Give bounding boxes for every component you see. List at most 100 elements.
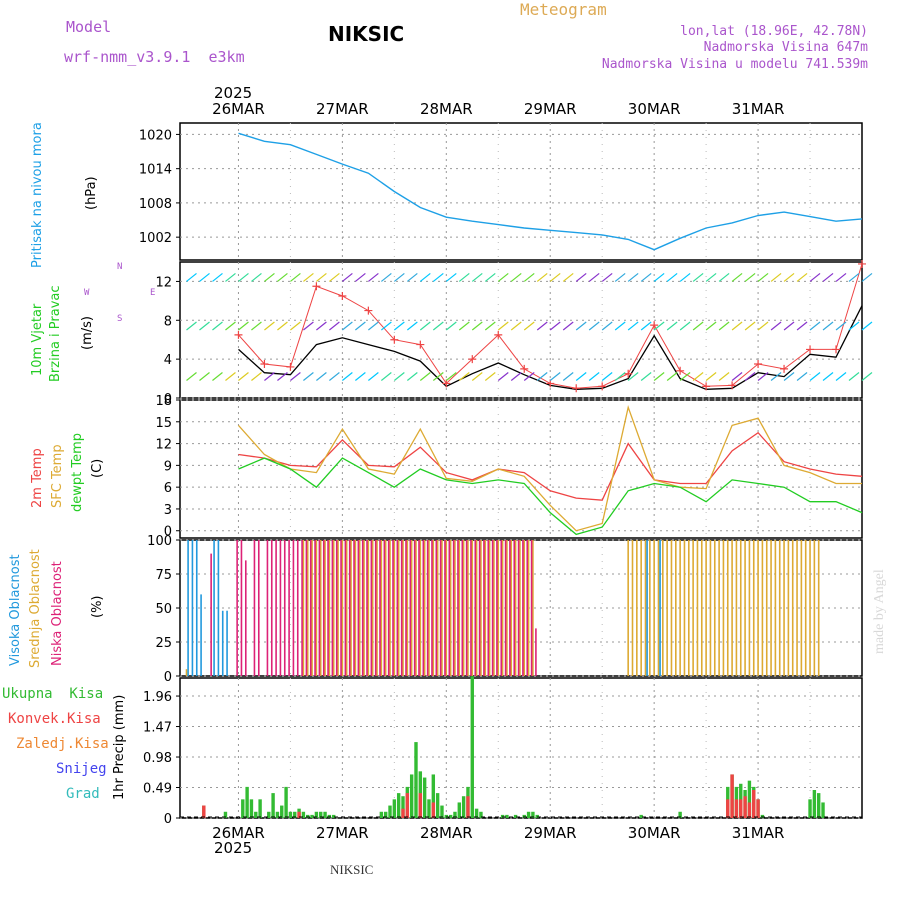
wind-barb (562, 272, 574, 282)
wind-barb (627, 321, 639, 331)
wind-barb (510, 321, 522, 331)
precip-ytick-label: 0.98 (143, 751, 172, 766)
wind-gust-line (238, 263, 863, 389)
xtick-label-bottom: 30MAR (628, 824, 681, 842)
wind-gust-marker (234, 330, 243, 339)
wind-barb (653, 321, 665, 331)
precip-bar-0 (522, 814, 526, 818)
precip-bar-0 (388, 805, 392, 818)
wind-gust-marker (494, 330, 503, 339)
wind-barb (640, 321, 652, 331)
temperature-ytick-label: 3 (164, 503, 172, 518)
wind-barb (290, 372, 301, 381)
wind-barb (861, 272, 873, 282)
wind-barb (316, 372, 327, 381)
compass-w: W (84, 288, 90, 298)
wind-barb (354, 372, 366, 381)
wind-barb (393, 272, 405, 282)
wind-barb (744, 372, 756, 381)
wind-barb (406, 321, 418, 331)
wind-gust-marker (676, 366, 685, 375)
wind-barb (199, 272, 210, 282)
precip-bar-1 (431, 802, 436, 818)
precip-bar-1 (747, 802, 752, 818)
wind-barb (290, 272, 301, 282)
wind-barb (342, 272, 353, 282)
precip-bar-0 (223, 811, 228, 818)
wind-barb (705, 272, 717, 282)
precip-bar-0 (444, 814, 449, 818)
wind-barb (588, 372, 600, 381)
precip-bar-1 (405, 793, 410, 818)
wind-barb (523, 272, 535, 282)
wind-barb (666, 321, 678, 331)
wind-barb (251, 372, 262, 381)
wind-barb (757, 321, 769, 331)
precip-bar-0 (513, 814, 518, 818)
precip-bar-0 (427, 799, 431, 818)
temperature-ytick-label: 18 (155, 394, 172, 409)
wind-barb (212, 272, 223, 282)
wind-barb (718, 321, 730, 331)
wind-barb (562, 321, 574, 331)
precip-bar-0 (422, 777, 427, 818)
temperature-ytick-label: 15 (155, 416, 172, 431)
precip-bar-0 (414, 742, 418, 818)
wind-barb (549, 272, 561, 282)
precip-bar-1 (466, 796, 470, 818)
wind-barb (679, 321, 691, 331)
footer-station: NIKSIC (330, 862, 374, 877)
temp-line-1 (238, 404, 862, 532)
temp-line-0 (238, 431, 863, 501)
wind-barb (316, 272, 327, 282)
pressure-line (238, 132, 863, 251)
wind-barb (225, 272, 236, 282)
precip-bar-1 (756, 799, 760, 818)
wind-barb (835, 321, 847, 331)
precip-bar-1 (418, 793, 423, 818)
precip-bar-0 (241, 799, 245, 818)
precip-bar-1 (743, 796, 747, 818)
wind-barb (523, 321, 535, 331)
wind-barb (796, 321, 808, 331)
precip-bar-0 (323, 811, 327, 818)
wind-gust-marker (312, 282, 321, 291)
wind-barb (640, 372, 652, 381)
wind-barb (393, 372, 405, 381)
station-title: NIKSIC (328, 22, 405, 46)
wind-barb (640, 272, 652, 282)
precip-bar-0 (526, 811, 531, 818)
precip-bar-0 (448, 814, 453, 818)
wind-barb (329, 272, 340, 282)
precip-legend-frozen: Zaledj.Kisa (16, 736, 109, 752)
wind-gust-marker (780, 364, 789, 373)
precip-bar-0 (453, 811, 457, 818)
wind-barb (458, 272, 470, 282)
wind-gust-marker (520, 364, 529, 373)
wind-gust-marker (858, 259, 866, 268)
wind-barb (329, 372, 340, 381)
wind-gust-marker (624, 369, 633, 378)
temp-line-2 (238, 457, 863, 536)
xtick-label-top: 28MAR (420, 100, 473, 118)
precip-bar-0 (461, 796, 466, 818)
model-elevation-label: Nadmorska Visina u modelu 741.539m (601, 57, 868, 72)
precip-bar-0 (319, 811, 323, 818)
wind-barb (380, 372, 392, 381)
wind-barb (212, 321, 223, 331)
wind-gust-marker (832, 345, 841, 354)
wind-barb (251, 321, 262, 331)
precip-bar-0 (396, 793, 401, 818)
xtick-label-top: 30MAR (628, 100, 681, 118)
precip-bar-0 (293, 811, 297, 818)
wind-barb (471, 372, 483, 381)
elevation-label: Nadmorska Visina 647m (703, 40, 868, 55)
precip-bar-0 (760, 814, 765, 818)
wind-barb (783, 372, 795, 381)
precip-bar-0 (332, 814, 336, 818)
precip-bar-0 (254, 811, 258, 818)
wind-barb (484, 321, 496, 331)
wind-barb (809, 272, 821, 282)
precip-legend-snow: Snijeg (56, 761, 107, 777)
wind-gust-marker (260, 360, 269, 368)
